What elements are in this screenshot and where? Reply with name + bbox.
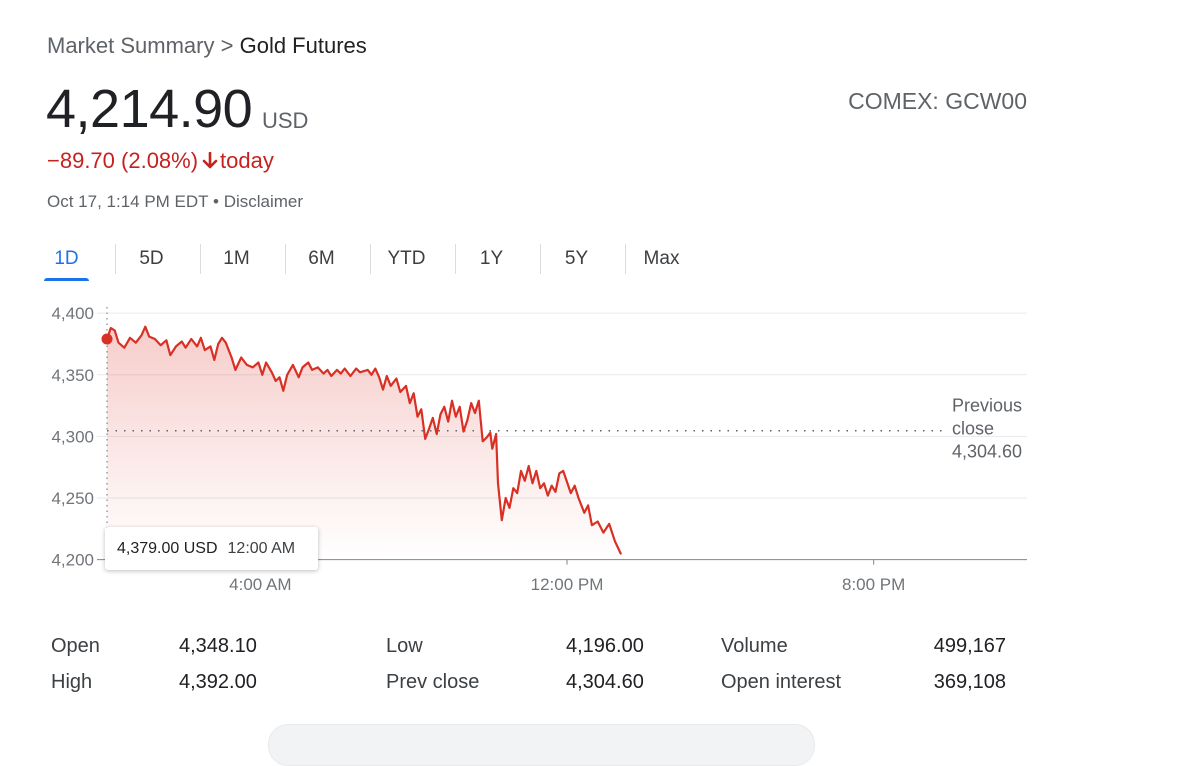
stat-label-volume: Volume: [721, 634, 788, 657]
stat-label-high: High: [51, 670, 93, 693]
range-tabs: 1D 5D 1M 6M YTD 1Y 5Y Max: [30, 240, 710, 281]
price-change: −89.70 (2.08%) today: [47, 148, 274, 174]
breadcrumb-market-summary-link[interactable]: Market Summary: [47, 33, 215, 58]
stat-value-volume: 499,167: [933, 634, 1006, 657]
tab-5d[interactable]: 5D: [115, 240, 200, 278]
stat-value-open-interest: 369,108: [933, 670, 1006, 693]
stat-label-low: Low: [386, 634, 423, 657]
disclaimer-link[interactable]: Disclaimer: [223, 192, 304, 211]
timestamp: Oct 17, 1:14 PM EDT: [47, 192, 209, 211]
breadcrumb-current: Gold Futures: [239, 33, 367, 58]
stat-value-prev-close: 4,304.60: [566, 670, 644, 693]
previous-close-label: 4,304.60: [952, 442, 1022, 462]
stat-value-high: 4,392.00: [179, 670, 257, 693]
tab-max[interactable]: Max: [625, 240, 710, 278]
current-price: 4,214.90: [46, 79, 253, 139]
tab-1y[interactable]: 1Y: [455, 240, 540, 278]
y-tick-label: 4,250: [51, 489, 94, 508]
stats-row: High 4,392.00 Prev close 4,304.60 Open i…: [51, 664, 1011, 700]
change-period: today: [220, 148, 274, 173]
stats-row: Open 4,348.10 Low 4,196.00 Volume 499,16…: [51, 628, 1011, 664]
tooltip-value: 4,379.00 USD: [117, 539, 218, 557]
breadcrumb: Market Summary > Gold Futures: [47, 33, 367, 59]
stat-label-prev-close: Prev close: [386, 670, 480, 693]
tab-ytd[interactable]: YTD: [370, 240, 455, 278]
tab-6m[interactable]: 6M: [285, 240, 370, 278]
y-tick-label: 4,200: [51, 551, 94, 570]
previous-close-label: Previous: [952, 396, 1022, 416]
y-tick-label: 4,400: [51, 304, 94, 323]
y-tick-label: 4,350: [51, 366, 94, 385]
tooltip-time: 12:00 AM: [227, 539, 296, 557]
stat-value-low: 4,196.00: [566, 634, 644, 657]
bottom-search-bar[interactable]: [268, 724, 815, 766]
x-tick-label: 8:00 PM: [842, 575, 905, 594]
ticker-symbol: COMEX: GCW00: [848, 88, 1027, 114]
price-currency: USD: [262, 108, 309, 133]
series-area: [107, 326, 621, 560]
stats-table: Open 4,348.10 Low 4,196.00 Volume 499,16…: [51, 628, 1011, 700]
chart-tooltip: 4,379.00 USD 12:00 AM: [105, 527, 318, 570]
breadcrumb-separator: >: [220, 33, 234, 58]
stat-value-open: 4,348.10: [179, 634, 257, 657]
stat-label-open: Open: [51, 634, 100, 657]
tab-1d[interactable]: 1D: [30, 240, 115, 281]
x-tick-label: 12:00 PM: [531, 575, 604, 594]
timestamp-line: Oct 17, 1:14 PM EDT • Disclaimer: [47, 192, 303, 212]
stat-label-open-interest: Open interest: [721, 670, 842, 693]
tab-5y[interactable]: 5Y: [540, 240, 625, 278]
previous-close-label: close: [952, 419, 994, 439]
change-value: −89.70 (2.08%): [47, 148, 199, 173]
series-line: [105, 325, 622, 555]
x-tick-label: 4:00 AM: [229, 575, 291, 594]
arrow-down-icon: [202, 152, 218, 169]
bullet-separator: •: [213, 192, 219, 211]
price-chart[interactable]: 4,200 4,250 4,300 4,350 4,400 4:00 AM 12:00 PM…: [0, 290, 1200, 600]
tab-1m[interactable]: 1M: [200, 240, 285, 278]
y-tick-label: 4,300: [51, 427, 94, 446]
highlight-point: [101, 333, 113, 345]
